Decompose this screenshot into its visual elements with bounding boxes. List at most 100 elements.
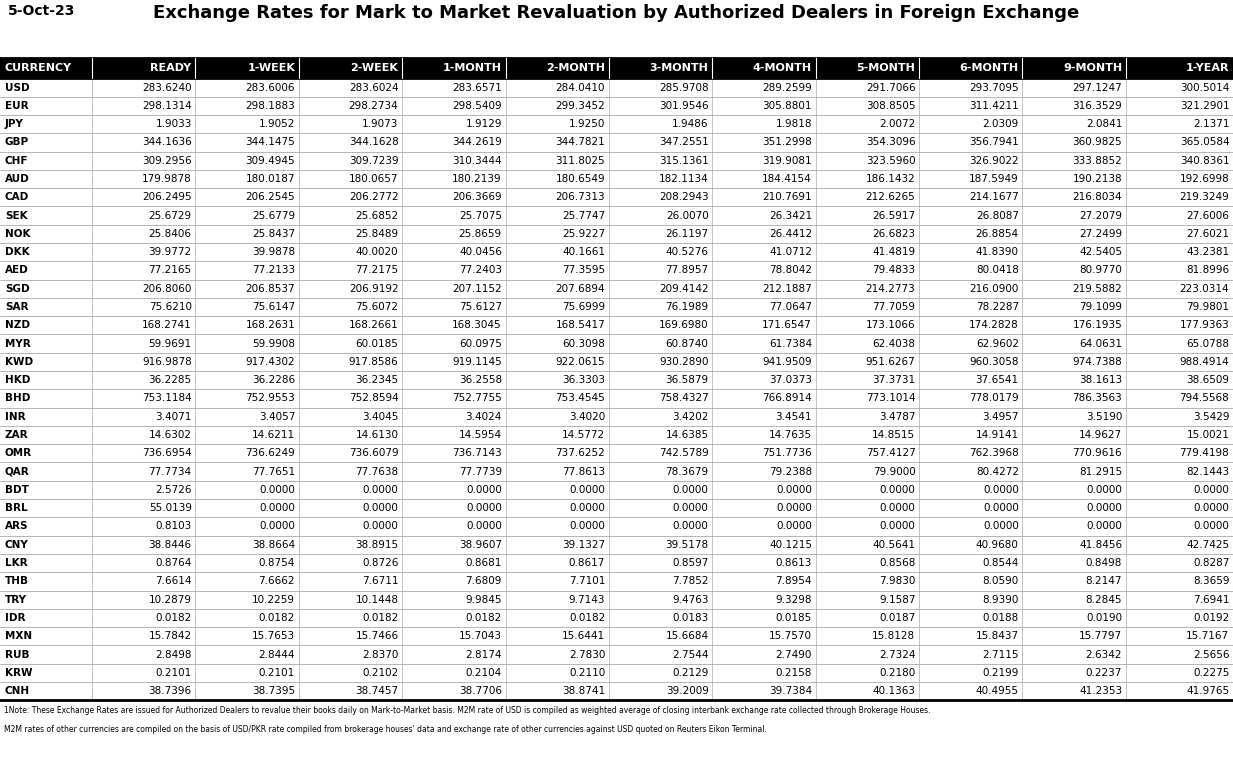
Text: 0.0000: 0.0000 [983, 522, 1018, 531]
Text: 39.9878: 39.9878 [252, 248, 295, 257]
Text: 38.1613: 38.1613 [1079, 375, 1122, 385]
Text: 10.2879: 10.2879 [149, 595, 191, 605]
Text: 14.6302: 14.6302 [149, 430, 191, 440]
Text: 356.7941: 356.7941 [969, 138, 1018, 148]
Text: CNH: CNH [5, 686, 30, 696]
Text: 15.8437: 15.8437 [975, 631, 1018, 641]
Text: INR: INR [5, 412, 26, 422]
Text: 38.8741: 38.8741 [562, 686, 605, 696]
Text: 297.1247: 297.1247 [1073, 83, 1122, 92]
Text: 38.8664: 38.8664 [252, 540, 295, 550]
Text: MXN: MXN [5, 631, 32, 641]
Text: 15.6684: 15.6684 [666, 631, 709, 641]
Text: IDR: IDR [5, 613, 26, 623]
Text: QAR: QAR [5, 466, 30, 477]
Text: 2.8444: 2.8444 [259, 650, 295, 659]
Text: 0.0000: 0.0000 [1194, 485, 1229, 495]
Text: 919.1145: 919.1145 [453, 357, 502, 367]
Text: 79.2388: 79.2388 [769, 466, 813, 477]
Text: 3.4020: 3.4020 [568, 412, 605, 422]
Text: 0.0000: 0.0000 [776, 522, 813, 531]
Text: 0.0187: 0.0187 [879, 613, 915, 623]
Text: 38.7457: 38.7457 [355, 686, 398, 696]
Text: 2.7490: 2.7490 [776, 650, 813, 659]
Text: 786.3563: 786.3563 [1073, 394, 1122, 403]
Text: 0.8613: 0.8613 [776, 558, 813, 568]
Text: 39.5178: 39.5178 [666, 540, 709, 550]
Text: 180.2139: 180.2139 [453, 174, 502, 184]
Text: 36.3303: 36.3303 [562, 375, 605, 385]
Text: 1-YEAR: 1-YEAR [1186, 64, 1229, 73]
Text: 26.1197: 26.1197 [666, 229, 709, 239]
Text: 917.4302: 917.4302 [245, 357, 295, 367]
Text: 766.8914: 766.8914 [762, 394, 813, 403]
Text: 0.2275: 0.2275 [1192, 668, 1229, 678]
Text: TRY: TRY [5, 595, 27, 605]
Text: 0.0000: 0.0000 [1194, 503, 1229, 513]
Text: CHF: CHF [5, 156, 28, 166]
Text: 59.9908: 59.9908 [252, 338, 295, 349]
Text: 2.8370: 2.8370 [363, 650, 398, 659]
Text: 2.7115: 2.7115 [983, 650, 1018, 659]
Text: 60.0975: 60.0975 [459, 338, 502, 349]
Text: MYR: MYR [5, 338, 31, 349]
Text: 0.0185: 0.0185 [776, 613, 813, 623]
Text: Exchange Rates for Mark to Market Revaluation by Authorized Dealers in Foreign E: Exchange Rates for Mark to Market Revalu… [153, 4, 1080, 22]
Text: 2.5726: 2.5726 [155, 485, 191, 495]
Text: 75.6999: 75.6999 [562, 302, 605, 312]
Text: 988.4914: 988.4914 [1180, 357, 1229, 367]
Text: 0.2158: 0.2158 [776, 668, 813, 678]
Text: BRL: BRL [5, 503, 27, 513]
Text: 285.9708: 285.9708 [658, 83, 709, 92]
Text: THB: THB [5, 576, 28, 587]
Text: 283.6024: 283.6024 [349, 83, 398, 92]
Text: 354.3096: 354.3096 [866, 138, 915, 148]
Text: 190.2138: 190.2138 [1073, 174, 1122, 184]
Text: 309.4945: 309.4945 [245, 156, 295, 166]
Text: 75.6210: 75.6210 [149, 302, 191, 312]
Text: 77.2133: 77.2133 [252, 266, 295, 276]
Text: 0.2110: 0.2110 [568, 668, 605, 678]
Text: 25.6779: 25.6779 [252, 210, 295, 220]
Text: 974.7388: 974.7388 [1073, 357, 1122, 367]
Text: 27.2499: 27.2499 [1079, 229, 1122, 239]
Text: CAD: CAD [5, 192, 30, 202]
Text: 184.4154: 184.4154 [762, 174, 813, 184]
Text: 25.6852: 25.6852 [355, 210, 398, 220]
Text: USD: USD [5, 83, 30, 92]
Text: 326.9022: 326.9022 [969, 156, 1018, 166]
Text: 9-MONTH: 9-MONTH [1063, 64, 1122, 73]
Text: SAR: SAR [5, 302, 28, 312]
Text: 80.9770: 80.9770 [1079, 266, 1122, 276]
Text: 2.0309: 2.0309 [983, 119, 1018, 129]
Text: 77.2403: 77.2403 [459, 266, 502, 276]
Text: 168.2741: 168.2741 [142, 320, 191, 330]
Text: 758.4327: 758.4327 [658, 394, 709, 403]
Text: 10.2259: 10.2259 [252, 595, 295, 605]
Text: 9.1587: 9.1587 [879, 595, 915, 605]
Text: 0.0000: 0.0000 [466, 485, 502, 495]
Text: 26.0070: 26.0070 [666, 210, 709, 220]
Text: 174.2828: 174.2828 [969, 320, 1018, 330]
Text: 25.7747: 25.7747 [562, 210, 605, 220]
Text: 210.7691: 210.7691 [762, 192, 813, 202]
Text: 41.4819: 41.4819 [872, 248, 915, 257]
Text: NZD: NZD [5, 320, 30, 330]
Text: 2-MONTH: 2-MONTH [546, 64, 605, 73]
Text: 0.0000: 0.0000 [570, 522, 605, 531]
Text: 206.7313: 206.7313 [556, 192, 605, 202]
Text: 736.6954: 736.6954 [142, 448, 191, 458]
Text: 736.7143: 736.7143 [453, 448, 502, 458]
Text: 3.4057: 3.4057 [259, 412, 295, 422]
Text: 6-MONTH: 6-MONTH [959, 64, 1018, 73]
Text: 26.3421: 26.3421 [769, 210, 813, 220]
Text: 180.6549: 180.6549 [556, 174, 605, 184]
Text: 8.0590: 8.0590 [983, 576, 1018, 587]
Bar [0, 58, 1233, 79]
Text: 36.5879: 36.5879 [666, 375, 709, 385]
Text: 25.8437: 25.8437 [252, 229, 295, 239]
Text: 214.1677: 214.1677 [969, 192, 1018, 202]
Text: 0.8681: 0.8681 [466, 558, 502, 568]
Text: READY: READY [150, 64, 191, 73]
Text: 36.2558: 36.2558 [459, 375, 502, 385]
